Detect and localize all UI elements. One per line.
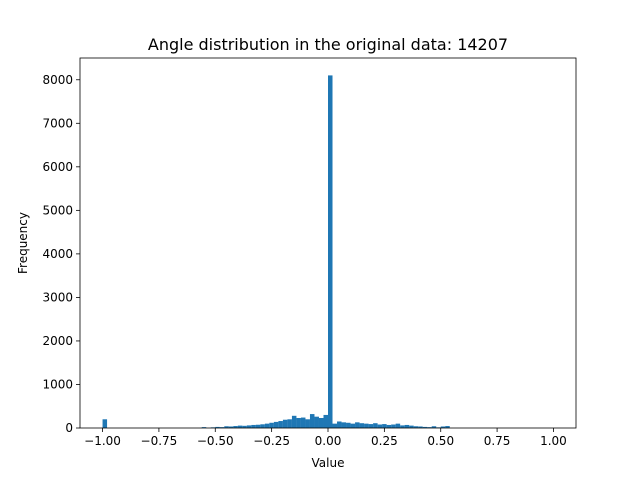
histogram-bar — [309, 414, 315, 428]
histogram-bar — [427, 427, 432, 428]
histogram-bar — [242, 425, 247, 428]
histogram-bar — [201, 427, 207, 428]
histogram-bar — [328, 75, 333, 428]
histogram-bar — [246, 425, 252, 428]
histogram-bar — [382, 424, 387, 428]
histogram-bar — [264, 423, 270, 428]
x-tick-label: 0.75 — [484, 434, 511, 448]
histogram-bar — [237, 425, 243, 428]
x-axis-ticks: −1.00 −0.75 −0.50 −0.25 0.00 0.25 0.50 0.75 1.00 — [84, 428, 567, 448]
histogram-bar — [400, 425, 405, 428]
x-tick-label: −0.25 — [253, 434, 290, 448]
histogram-bar — [422, 426, 428, 428]
histogram-bar — [355, 422, 360, 428]
histogram-bar — [219, 427, 225, 428]
histogram-bar — [318, 417, 324, 428]
y-tick-label: 3000 — [42, 290, 73, 304]
histogram-bar — [364, 423, 369, 428]
histogram-bar — [251, 424, 256, 428]
histogram-bar — [373, 423, 378, 428]
y-tick-label: 7000 — [42, 116, 73, 130]
histogram-bar — [314, 416, 319, 428]
x-tick-label: −0.50 — [197, 434, 234, 448]
histogram-bar — [404, 424, 410, 428]
histogram-bar — [228, 426, 234, 428]
bars-group — [102, 75, 450, 428]
x-tick-label: 0.50 — [427, 434, 454, 448]
histogram-bar — [341, 422, 347, 428]
histogram-bar — [260, 424, 265, 428]
histogram-bar — [350, 423, 356, 428]
histogram-bar — [377, 424, 383, 428]
x-axis-label: Value — [312, 456, 345, 470]
y-tick-label: 4000 — [42, 247, 73, 261]
y-axis-label: Frequency — [16, 212, 30, 274]
histogram-bar — [224, 426, 229, 428]
x-tick-label: 1.00 — [540, 434, 567, 448]
histogram-bar — [346, 422, 351, 428]
histogram-bar — [332, 423, 338, 428]
plot-frame — [79, 57, 577, 429]
histogram-bar — [359, 423, 365, 428]
histogram-bar — [291, 415, 297, 428]
histogram-bar — [445, 426, 450, 428]
y-tick-label: 2000 — [42, 334, 73, 348]
histogram-bar — [233, 426, 238, 428]
y-tick-label: 1000 — [42, 377, 73, 391]
histogram-bar — [282, 419, 288, 428]
y-tick-label: 8000 — [42, 73, 73, 87]
histogram-bar — [305, 419, 310, 428]
x-tick-label: 0.00 — [315, 434, 342, 448]
histogram-bar — [409, 425, 414, 428]
histogram-bar — [386, 424, 392, 428]
histogram-bar — [391, 424, 396, 428]
histogram-bar — [269, 422, 274, 428]
histogram-bar — [102, 419, 108, 428]
histogram-bar — [300, 417, 306, 428]
histogram-bar — [418, 426, 423, 428]
histogram-bar — [337, 421, 342, 428]
histogram-bar — [287, 419, 292, 428]
histogram-bar — [323, 414, 328, 428]
histogram-bar — [215, 426, 220, 428]
y-tick-label: 5000 — [42, 203, 73, 217]
histogram-bar — [278, 421, 283, 428]
histogram-bar — [413, 426, 419, 428]
histogram-bar — [368, 424, 374, 428]
histogram-bar — [395, 423, 401, 428]
x-tick-label: 0.25 — [371, 434, 398, 448]
y-axis-ticks: 0 1000 2000 3000 4000 5000 6000 7000 8000 — [42, 73, 80, 435]
chart-title: Angle distribution in the original data:… — [148, 35, 508, 54]
histogram-bar — [273, 421, 279, 428]
y-tick-label: 6000 — [42, 160, 73, 174]
y-tick-label: 0 — [65, 421, 73, 435]
x-tick-label: −1.00 — [84, 434, 121, 448]
histogram-bar — [431, 426, 437, 428]
x-tick-label: −0.75 — [141, 434, 178, 448]
histogram-bar — [440, 426, 446, 428]
histogram-bar — [255, 424, 261, 428]
histogram-bar — [296, 417, 301, 428]
